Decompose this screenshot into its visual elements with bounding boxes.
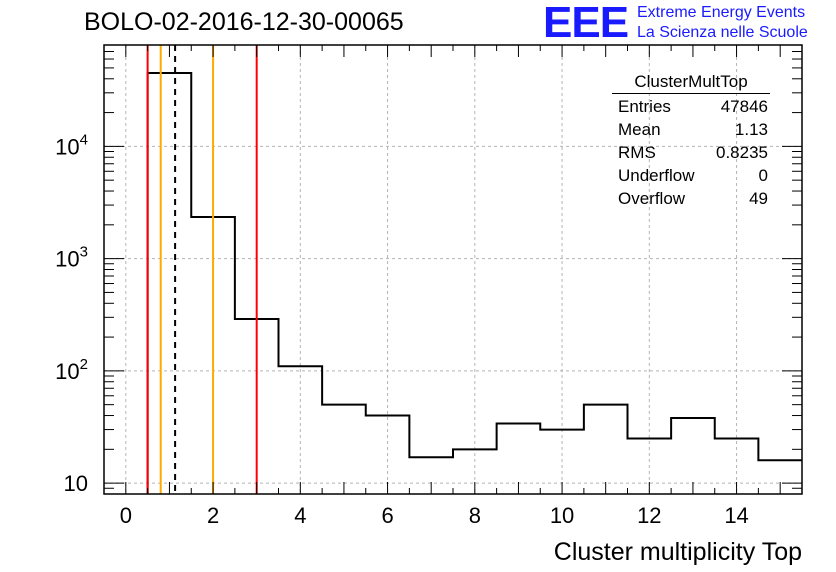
logo-line-2: La Scienza nelle Scuole bbox=[637, 24, 808, 41]
y-tick-label: 104 bbox=[55, 131, 88, 159]
y-tick-base: 10 bbox=[64, 471, 88, 496]
histogram-outline bbox=[146, 72, 802, 494]
stats-value: 47846 bbox=[720, 97, 768, 116]
x-tick-label: 0 bbox=[120, 503, 132, 528]
stats-row-mean: Mean 1.13 bbox=[612, 120, 770, 143]
reference-lines bbox=[146, 45, 258, 494]
x-tick-label: 2 bbox=[207, 503, 219, 528]
x-tick-label: 14 bbox=[724, 503, 748, 528]
stats-value: 0.8235 bbox=[716, 143, 768, 162]
x-tick-label: 12 bbox=[637, 503, 661, 528]
x-tick-label: 10 bbox=[550, 503, 574, 528]
stats-value: 1.13 bbox=[734, 120, 768, 139]
histogram-bin bbox=[322, 405, 366, 494]
y-tick-base: 10 bbox=[55, 359, 79, 384]
stats-label: Entries bbox=[618, 97, 671, 116]
y-tick-base: 10 bbox=[55, 134, 79, 159]
histogram-bin bbox=[279, 366, 323, 494]
histogram-bin bbox=[584, 405, 628, 494]
x-axis-title: Cluster multiplicity Top bbox=[554, 538, 802, 566]
stats-row-overflow: Overflow 49 bbox=[612, 189, 770, 212]
stats-label: Mean bbox=[618, 120, 661, 139]
histogram-bin bbox=[148, 73, 192, 494]
axis-ticks bbox=[104, 44, 803, 495]
run-title: BOLO-02-2016-12-30-00065 bbox=[84, 8, 404, 36]
y-tick-exponent: 2 bbox=[80, 356, 88, 373]
y-tick-label: 102 bbox=[55, 356, 88, 384]
stats-label: Overflow bbox=[618, 189, 686, 208]
stats-value: 0 bbox=[758, 166, 768, 185]
histogram-series bbox=[146, 72, 802, 494]
stats-row-entries: Entries 47846 bbox=[612, 97, 770, 120]
x-tick-label: 8 bbox=[469, 503, 481, 528]
stats-row-rms: RMS 0.8235 bbox=[612, 143, 770, 166]
y-tick-label: 103 bbox=[55, 244, 88, 272]
stats-value: 49 bbox=[749, 189, 768, 208]
x-tick-label: 4 bbox=[294, 503, 306, 528]
y-tick-label: 10 bbox=[64, 471, 88, 496]
y-tick-base: 10 bbox=[55, 247, 79, 272]
stats-label: Underflow bbox=[618, 166, 695, 185]
logo-line-1: Extreme Energy Events bbox=[637, 4, 806, 21]
x-tick-label: 6 bbox=[381, 503, 393, 528]
y-tick-exponent: 3 bbox=[80, 244, 88, 261]
stats-row-underflow: Underflow 0 bbox=[612, 166, 770, 189]
stats-label: RMS bbox=[618, 143, 656, 162]
y-tick-exponent: 4 bbox=[80, 131, 88, 148]
stats-box-name: ClusterMultTop bbox=[612, 72, 770, 94]
eee-logo-mark: EEE bbox=[543, 0, 629, 47]
stats-box: ClusterMultTop Entries 47846 Mean 1.13 R… bbox=[612, 72, 770, 212]
